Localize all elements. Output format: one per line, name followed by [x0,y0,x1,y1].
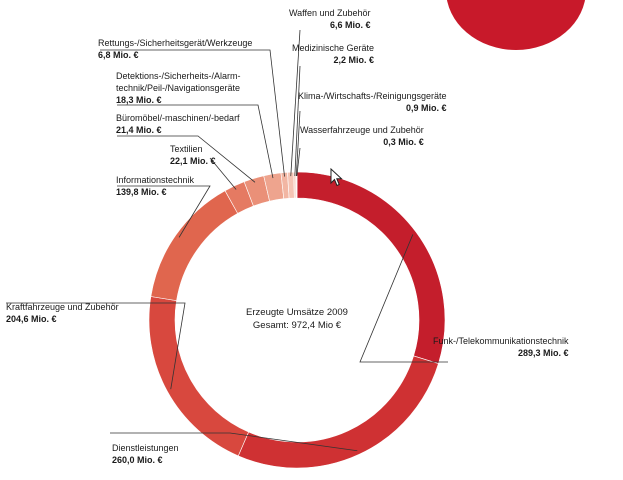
leader-line-informationstechnik [117,185,211,238]
slice-name: Waffen und Zubehör [289,8,371,18]
leader-line-wasserfahrzeuge-und-zubeh-r [296,147,301,177]
slice-value: 289,3 Mio. € [518,348,569,358]
slice-name: Kraftfahrzeuge und Zubehör [6,302,119,312]
slice-value: 139,8 Mio. € [116,187,167,197]
slice-name: Klima-/Wirtschafts-/Reinigungsgeräte [298,91,447,101]
slice-value: 204,6 Mio. € [6,314,57,324]
slice-label-kraftfahrzeuge: Kraftfahrzeuge und Zubehör 204,6 Mio. € [6,301,119,325]
leader-line-rettungs-sicherheitsger-t-werkzeuge [100,49,285,177]
leader-line-medizinische-ger-te [294,65,301,177]
slice-name-line1: Detektions-/Sicherheits-/Alarm- [116,71,241,81]
slice-value: 6,6 Mio. € [330,20,371,30]
slice-value: 260,0 Mio. € [112,455,163,465]
slice-name: Medizinische Geräte [292,43,375,53]
leader-line-klima-wirtschafts-reinigungsger-te [295,110,301,177]
slice-name: Informationstechnik [116,175,195,185]
slice-name: Textilien [170,144,203,154]
slice-value: 0,9 Mio. € [406,103,447,113]
slice-value: 21,4 Mio. € [116,125,162,135]
slice-label-informationstechnik: Informationstechnik 139,8 Mio. € [116,174,194,198]
slice-name: Dienstleistungen [112,443,179,453]
slice-value: 2,2 Mio. € [333,55,375,65]
leader-line-textilien [209,157,237,190]
slice-label-klima: Klima-/Wirtschafts-/Reinigungsgeräte 0,9… [298,90,447,114]
slice-name: Rettungs-/Sicherheitsgerät/Werkzeuge [98,38,253,48]
center-total: Gesamt: 972,4 Mio € [252,320,342,331]
donut-slice-dienstleistungen [237,355,439,469]
slice-name: Funk-/Telekommunikationstechnik [433,336,569,346]
slice-label-textilien: Textilien 22,1 Mio. € [170,143,216,167]
slice-label-bueromoebel: Büromöbel/-maschinen/-bedarf 21,4 Mio. € [116,112,240,136]
slice-label-detektion: Detektions-/Sicherheits-/Alarm- technik/… [116,70,241,106]
leader-line-waffen-und-zubeh-r [290,29,301,177]
leader-line-funk-telekommunikationstechnik [359,234,448,363]
slice-value: 18,3 Mio. € [116,95,162,105]
slice-value: 22,1 Mio. € [170,156,216,166]
donut-center-text: Erzeugte Umsätze 2009 Gesamt: 972,4 Mio … [227,306,367,332]
leader-lines [6,29,448,452]
donut-slices [148,171,446,469]
slice-name-line2: technik/Peil-/Navigationsgeräte [116,83,241,93]
slice-label-wasserfahrzeuge: Wasserfahrzeuge und Zubehör 0,3 Mio. € [300,124,424,148]
slice-label-waffen: Waffen und Zubehör 6,6 Mio. € [289,7,371,31]
slice-value: 0,3 Mio. € [383,137,424,147]
slice-name: Büromöbel/-maschinen/-bedarf [116,113,240,123]
slice-name: Wasserfahrzeuge und Zubehör [300,125,424,135]
leader-line-b-rom-bel-maschinen-bedarf [117,135,256,183]
slice-value: 6,8 Mio. € [98,50,139,60]
donut-slice-informationstechnik [150,190,239,301]
slice-label-dienstleistungen: Dienstleistungen 260,0 Mio. € [112,442,179,466]
leader-line-detektions-sicherheits-alarmtechnik-peil-navigationsger-te [117,104,274,179]
slice-label-rettung: Rettungs-/Sicherheitsgerät/Werkzeuge 6,8… [98,37,252,61]
slice-label-medizin: Medizinische Geräte 2,2 Mio. € [292,42,374,66]
center-title: Erzeugte Umsätze 2009 [246,307,348,318]
leader-line-kraftfahrzeuge-und-zubeh-r [6,302,186,390]
slice-label-funk-telekommunikation: Funk-/Telekommunikationstechnik 289,3 Mi… [433,335,569,359]
mouse-pointer-icon [330,168,343,187]
leader-line-dienstleistungen [110,432,358,452]
